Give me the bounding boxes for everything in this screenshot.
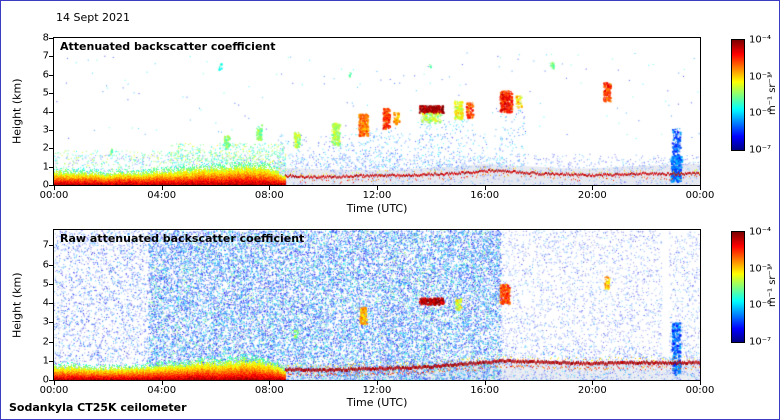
y-tick-mark — [49, 129, 53, 131]
x-tick-label: 04:00 — [147, 190, 177, 201]
y-tick-mark — [49, 111, 53, 113]
x-tick-mark — [700, 186, 701, 190]
y-tick-label: 0 — [42, 179, 49, 191]
y-tick-mark — [49, 166, 53, 168]
x-tick-mark — [700, 381, 701, 385]
colorbar-tick-label: 10⁻⁵ — [749, 263, 772, 275]
panel-attenuated-backscatter: Attenuated backscatter coefficient — [53, 37, 701, 186]
x-tick-label: 20:00 — [577, 190, 607, 201]
y-tick-mark — [49, 303, 53, 305]
y-tick-label: 6 — [42, 69, 49, 81]
raw-attenuated-backscatter-heatmap — [54, 230, 700, 380]
y-tick-label: 7 — [42, 50, 49, 62]
y-tick-label: 8 — [42, 32, 49, 44]
x-tick-label: 00:00 — [685, 385, 715, 396]
y-tick-mark — [49, 93, 53, 95]
x-tick-label: 16:00 — [470, 190, 500, 201]
panel-0-colorbar — [731, 39, 745, 151]
x-tick-label: 16:00 — [470, 385, 500, 396]
y-tick-mark — [49, 322, 53, 324]
y-tick-label: 0 — [42, 374, 49, 386]
x-tick-label: 00:00 — [39, 385, 69, 396]
x-tick-mark — [269, 381, 271, 385]
x-tick-mark — [54, 381, 55, 385]
y-tick-mark — [49, 185, 53, 186]
y-tick-label: 6 — [42, 259, 49, 271]
x-tick-label: 00:00 — [685, 190, 715, 201]
panel-1-x-axis-label: Time (UTC) — [346, 396, 408, 409]
x-tick-mark — [161, 381, 163, 385]
y-tick-mark — [49, 74, 53, 76]
y-tick-label: 2 — [42, 336, 49, 348]
date-label: 14 Sept 2021 — [56, 11, 131, 24]
x-tick-label: 12:00 — [362, 385, 392, 396]
attenuated-backscatter-heatmap — [54, 38, 700, 185]
colorbar-tick-label: 10⁻⁶ — [749, 107, 772, 119]
x-tick-label: 08:00 — [254, 385, 284, 396]
y-tick-mark — [49, 283, 53, 285]
x-tick-label: 04:00 — [147, 385, 177, 396]
panel-1-colorbar-unit: m⁻¹ sr⁻¹ — [767, 266, 778, 308]
y-tick-label: 3 — [42, 316, 49, 328]
y-tick-label: 4 — [42, 297, 49, 309]
panel-0-colorbar-unit: m⁻¹ sr⁻¹ — [767, 74, 778, 116]
x-tick-mark — [592, 186, 594, 190]
y-tick-label: 5 — [42, 278, 49, 290]
y-tick-label: 4 — [42, 106, 49, 117]
y-tick-mark — [49, 245, 53, 247]
x-tick-label: 20:00 — [577, 385, 607, 396]
y-tick-mark — [49, 56, 53, 58]
y-tick-label: 2 — [42, 142, 49, 154]
instrument-label: Sodankyla CT25K ceilometer — [9, 401, 187, 414]
y-tick-label: 5 — [42, 87, 49, 99]
y-tick-mark — [49, 341, 53, 343]
y-tick-mark — [49, 264, 53, 266]
y-tick-label: 1 — [42, 355, 49, 367]
y-tick-label: 7 — [42, 239, 49, 251]
x-tick-mark — [377, 186, 378, 190]
x-tick-mark — [484, 186, 486, 190]
x-tick-mark — [269, 186, 271, 190]
colorbar-tick-label: 10⁻⁷ — [749, 144, 772, 156]
x-tick-mark — [161, 186, 163, 190]
panel-1-title: Raw attenuated backscatter coefficient — [60, 232, 305, 245]
x-tick-mark — [377, 381, 378, 385]
y-tick-label: 3 — [42, 124, 49, 136]
panel-0-x-axis-label: Time (UTC) — [346, 202, 408, 215]
x-tick-label: 12:00 — [362, 190, 392, 201]
colorbar-tick-label: 10⁻⁵ — [749, 71, 772, 83]
y-tick-mark — [49, 148, 53, 150]
x-tick-mark — [592, 381, 594, 385]
x-tick-label: 08:00 — [254, 190, 284, 201]
y-tick-mark — [49, 380, 53, 381]
colorbar-tick-label: 10⁻⁶ — [749, 299, 772, 311]
y-tick-mark — [49, 360, 53, 362]
x-tick-label: 00:00 — [39, 190, 69, 201]
colorbar-tick-label: 10⁻⁷ — [749, 336, 772, 348]
panel-0-title: Attenuated backscatter coefficient — [60, 40, 276, 53]
y-tick-mark — [49, 38, 53, 39]
x-tick-mark — [484, 381, 486, 385]
x-tick-mark — [54, 186, 55, 190]
panel-1-colorbar — [731, 231, 745, 343]
colorbar-tick-label: 10⁻⁴ — [749, 34, 772, 46]
y-tick-label: 1 — [42, 161, 49, 173]
panel-raw-attenuated-backscatter: Raw attenuated backscatter coefficient — [53, 229, 701, 381]
colorbar-tick-label: 10⁻⁴ — [749, 226, 772, 238]
